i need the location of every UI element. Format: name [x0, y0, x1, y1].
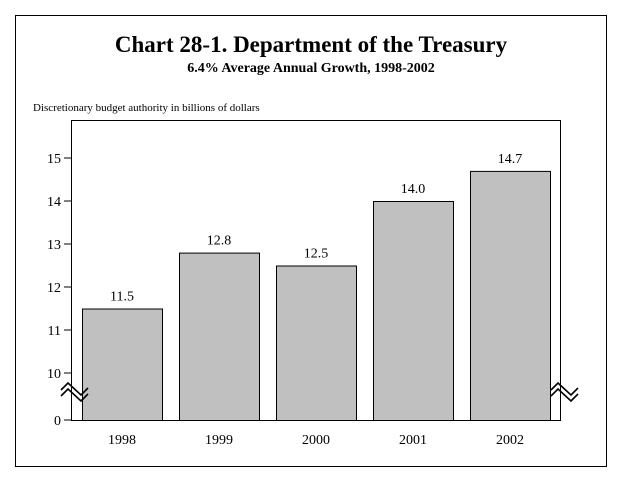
data-label: 11.5: [110, 290, 134, 305]
bar-1998: [82, 308, 163, 421]
x-tick-label: 1999: [205, 433, 233, 448]
data-label: 14.0: [401, 182, 426, 197]
data-label: 12.5: [304, 247, 329, 262]
x-tick-label: 2001: [399, 433, 427, 448]
x-tick-label: 1998: [108, 433, 136, 448]
x-tick-label: 2002: [496, 433, 524, 448]
data-label: 14.7: [498, 152, 523, 167]
y-tick-label: 15: [47, 152, 61, 167]
y-tick-label: 11: [48, 324, 61, 339]
outer-border: [15, 15, 607, 467]
y-tick-label: 14: [47, 195, 61, 210]
chart-subtitle: 6.4% Average Annual Growth, 1998-2002: [187, 61, 435, 76]
x-tick-label: 2000: [302, 433, 330, 448]
y-tick-label: 13: [47, 238, 61, 253]
y-axis-label: Discretionary budget authority in billio…: [33, 102, 260, 114]
chart-title: Chart 28-1. Department of the Treasury: [115, 32, 508, 57]
y-tick-label: 10: [47, 367, 61, 382]
axis-break-right-icon: [550, 381, 579, 403]
bar-2000: [276, 265, 357, 421]
axis-break-left-icon: [60, 381, 89, 403]
bar-2001: [373, 201, 454, 421]
y-tick-label: 12: [47, 281, 61, 296]
y-tick-label: 0: [54, 414, 61, 429]
data-label: 12.8: [207, 234, 232, 249]
bar-2002: [470, 170, 551, 421]
plot-frame: [71, 120, 561, 421]
bar-1999: [179, 252, 260, 421]
